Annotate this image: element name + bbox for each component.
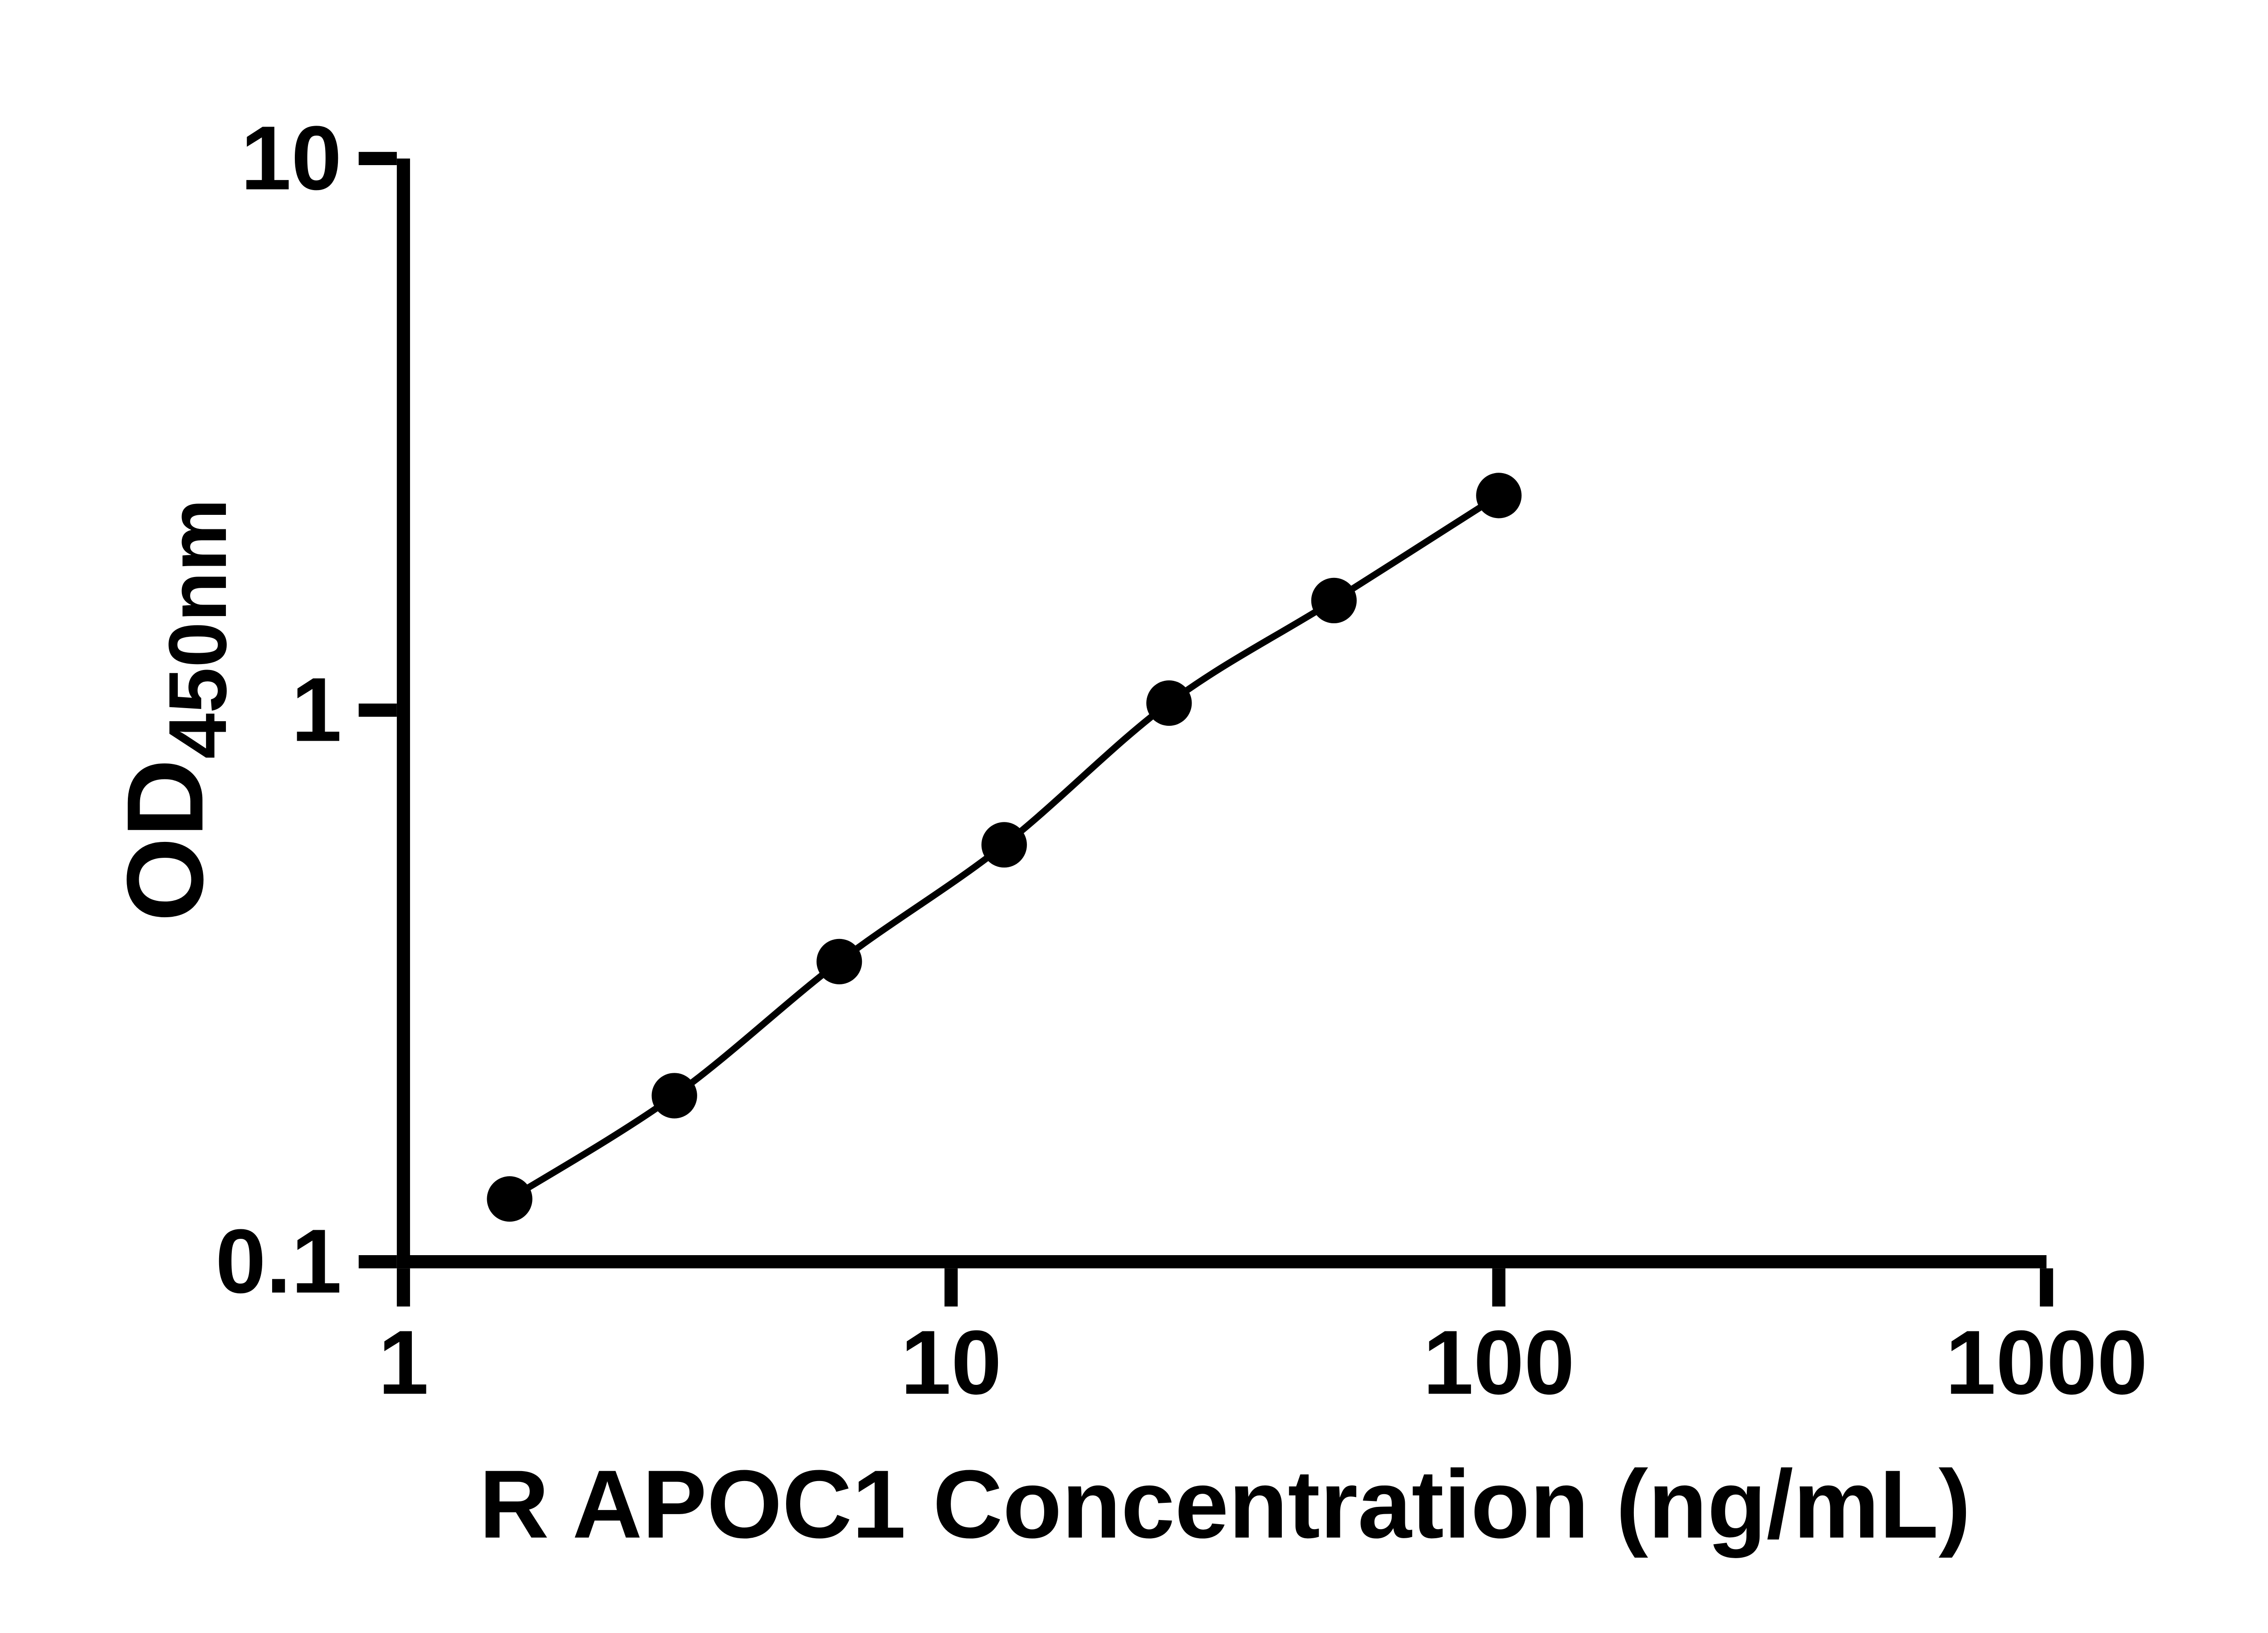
x-axis-title: R APOC1 Concentration (ng/mL)	[479, 1451, 1970, 1559]
x-tick-label: 1000	[1945, 1312, 2148, 1413]
y-axis-title: OD450nm	[104, 499, 244, 922]
x-tick-label: 100	[1423, 1312, 1575, 1413]
data-point-marker	[1146, 680, 1192, 726]
data-point-marker	[1311, 577, 1357, 624]
data-point-marker	[1476, 473, 1522, 518]
data-point-marker	[487, 1176, 533, 1222]
y-tick-label: 1	[291, 659, 342, 760]
data-point-marker	[981, 822, 1027, 868]
x-tick-label: 10	[900, 1312, 1002, 1413]
axis-frame	[396, 158, 2047, 1269]
x-tick-label: 1	[378, 1312, 429, 1413]
data-point-marker	[651, 1073, 697, 1119]
y-tick-label: 10	[241, 107, 342, 209]
y-tick-label: 0.1	[215, 1210, 342, 1312]
data-point-marker	[816, 939, 862, 984]
